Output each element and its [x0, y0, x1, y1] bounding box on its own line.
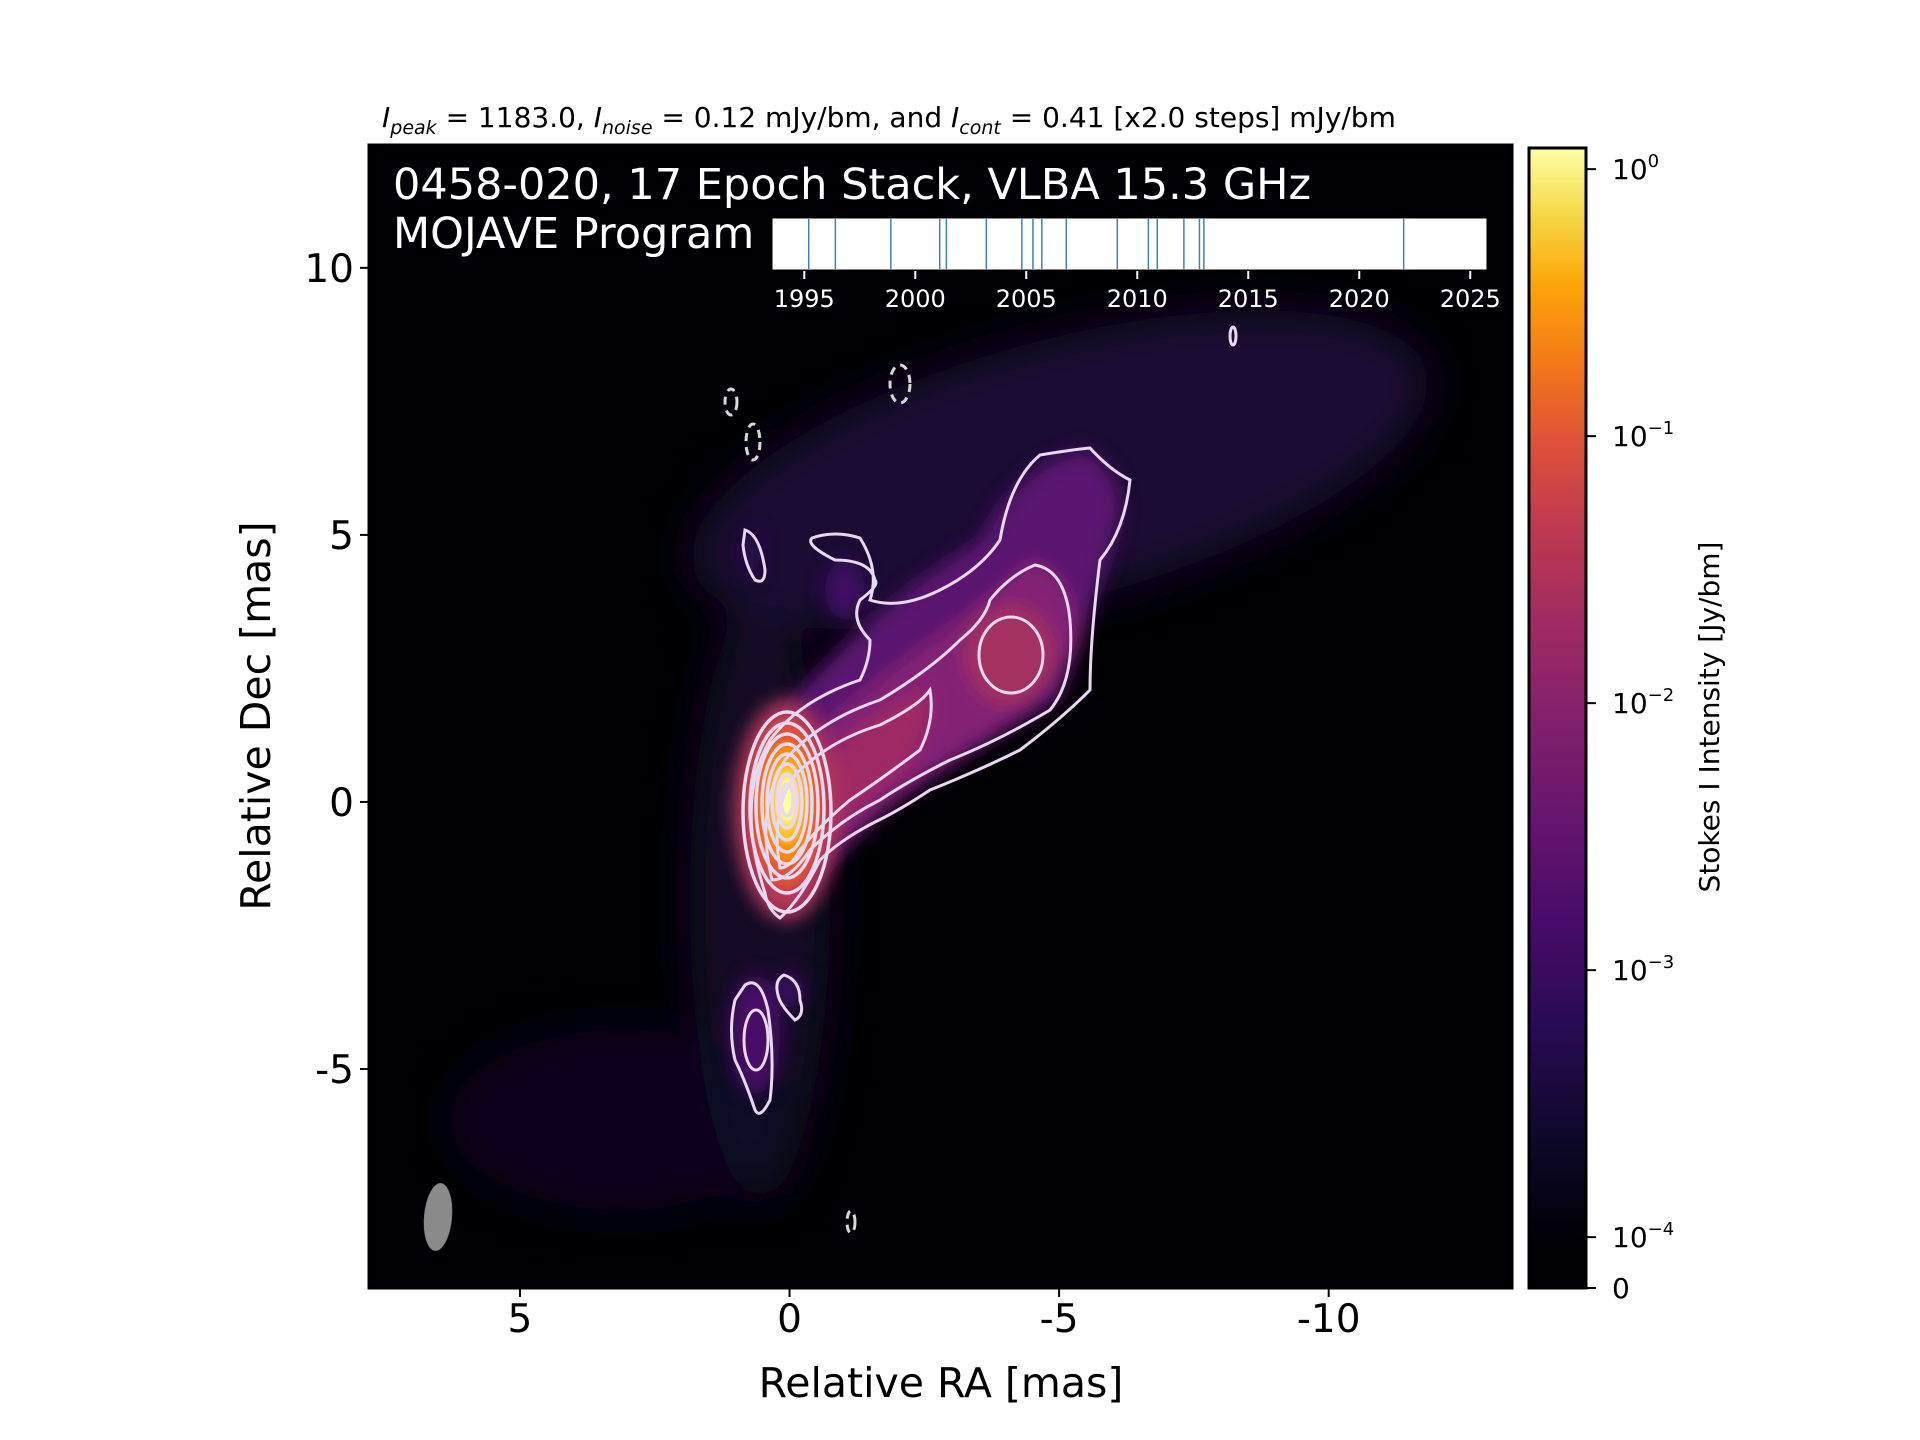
contour-lines	[730, 325, 1238, 1115]
colorbar-frame	[1527, 146, 1588, 1290]
epoch-tick-label: 2010	[1107, 285, 1168, 313]
y-axis-label: Relative Dec [mas]	[232, 521, 280, 910]
x-tick-label: -5	[1040, 1297, 1079, 1342]
epoch-timeline: 1995 2000 2005 2010 2015 2020 2025	[769, 215, 1501, 313]
epoch-tick-label: 2025	[1440, 285, 1501, 313]
epoch-tick-label: 2000	[885, 285, 946, 313]
colorbar-tick-label: 0	[1612, 1272, 1630, 1305]
figure-title: Ipeak = 1183.0, Inoise = 0.12 mJy/bm, an…	[382, 101, 1396, 139]
plot-frame	[367, 143, 1514, 1290]
x-axis: 5 0 -5 -10	[508, 1288, 1361, 1342]
inset-title-line1: 0458-020, 17 Epoch Stack, VLBA 15.3 GHz	[393, 160, 1311, 210]
inset-title-line2: MOJAVE Program	[393, 209, 754, 259]
colorbar-gradient	[1529, 148, 1586, 1288]
epoch-tick-label: 2015	[1218, 285, 1279, 313]
core-contours	[741, 710, 833, 914]
epoch-timeline-box	[769, 215, 1490, 273]
colorbar-tick-label: 10−3	[1612, 952, 1674, 987]
colorbar-tick-label: 10−1	[1612, 418, 1674, 453]
x-tick-label: 0	[777, 1297, 802, 1342]
x-axis-label: Relative RA [mas]	[759, 1359, 1124, 1407]
x-tick-label: -10	[1297, 1297, 1361, 1342]
colorbar: 100 10−1 10−2 10−3 10−4 0 Stokes I Intensity …	[1527, 146, 1726, 1305]
intensity-map: 0458-020, 17 Epoch Stack, VLBA 15.3 GHz …	[369, 145, 1512, 1288]
colorbar-tick-label: 10−4	[1612, 1219, 1674, 1254]
y-tick-label: 0	[329, 781, 354, 826]
negative-contours	[723, 363, 912, 1235]
colorbar-label: Stokes I Intensity [Jy/bm]	[1693, 542, 1726, 893]
y-axis: 10 5 0 -5	[304, 247, 369, 1093]
beam-ellipse	[423, 1183, 453, 1251]
colorbar-tick-label: 10−2	[1612, 685, 1674, 720]
colorbar-tick-label: 100	[1612, 151, 1659, 186]
epoch-tick-label: 2020	[1329, 285, 1390, 313]
x-tick-label: 5	[508, 1297, 533, 1342]
y-tick-label: 5	[329, 514, 354, 559]
y-tick-label: -5	[315, 1048, 354, 1093]
y-tick-label: 10	[304, 247, 354, 292]
epoch-tick-label: 2005	[996, 285, 1057, 313]
epoch-tick-label: 1995	[774, 285, 835, 313]
